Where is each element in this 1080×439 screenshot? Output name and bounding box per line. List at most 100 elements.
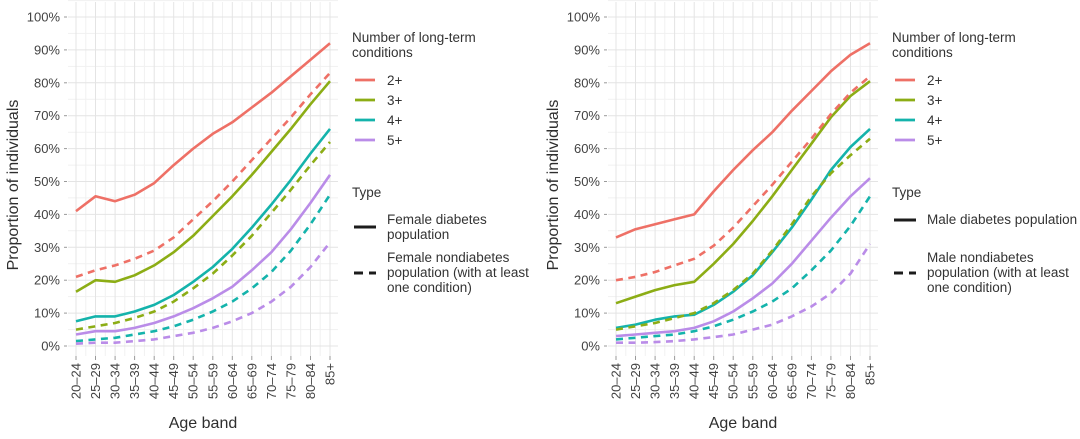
line-3plus-male-diabetes [615,80,871,305]
line-4plus-female-nondiabetes [75,193,332,343]
legend-item-label: Female diabetes population [387,212,487,242]
legend-type-title: Type [892,185,922,200]
y-tick-label: 30% [574,240,600,255]
x-tick-label: 40–44 [687,363,702,399]
y-tick-label: 100% [27,10,61,25]
line-3plus-male-nondiabetes [615,137,871,331]
legend-item-4plus: 4+ [352,110,402,130]
x-tick-label: 85+ [323,363,338,385]
x-tick-label: 80–84 [303,363,318,399]
y-tick-label: 80% [574,75,600,90]
4plus-line-swatch-icon [355,118,375,122]
x-tick-label: 50–54 [726,363,741,399]
x-tick-label: 35–39 [127,363,142,399]
male-legend: Number of long-term conditions 2+ 3+ 4+ [890,0,1078,439]
2plus-line-swatch-icon [355,78,375,82]
male-x-axis-title: Age band [708,415,778,432]
x-tick-label: 65–69 [784,363,799,399]
x-tick-label: 35–39 [667,363,682,399]
x-tick-label: 45–49 [706,363,721,399]
legend-item-label: Female nondiabetes population (with at l… [387,250,529,295]
dashed-line-key-icon [354,271,376,274]
line-5plus-male-nondiabetes [616,243,872,345]
y-tick-label: 40% [574,207,600,222]
y-tick-label: 0% [41,339,60,354]
x-tick-label: 40–44 [147,363,162,399]
y-tick-label: 10% [574,306,600,321]
y-tick-label: 50% [574,174,600,189]
legend-item-male-diabetes: Male diabetes population [892,212,1080,227]
legend-item-label: 5+ [387,132,403,148]
line-3plus-female-nondiabetes [75,141,331,331]
dashed-line-key-icon [894,271,916,274]
female-chart-plot: 0% 10% 20% 30% 40% 50% 60% 70% 80% 90% 100% 20–24 25… [27,0,338,399]
5plus-line-swatch-icon [895,138,915,142]
line-5plus-male-diabetes [615,177,871,338]
x-tick-label: 80–84 [843,363,858,399]
legend-item-label: 2+ [927,72,943,88]
x-tick-label: 30–34 [648,363,663,399]
3plus-line-swatch-icon [895,98,915,102]
y-tick-label: 70% [34,108,60,123]
female-y-axis-title: Proportion of individuals [5,99,22,271]
4plus-line-swatch-icon [895,118,915,122]
legend-item-2plus: 2+ [352,70,402,90]
legend-type-title: Type [352,185,382,200]
legend-item-5plus: 5+ [352,130,402,150]
legend-item-label: 5+ [927,132,943,148]
x-tick-label: 65–69 [244,363,259,399]
y-tick-label: 90% [34,42,60,57]
y-tick-label: 60% [574,141,600,156]
y-tick-label: 40% [34,207,60,222]
legend-item-4plus: 4+ [892,110,942,130]
legend-item-female-diabetes: Female diabetes population [352,212,545,242]
line-5plus-female-diabetes [75,174,332,336]
legend-item-label: Male diabetes population [927,212,1078,227]
y-tick-label: 20% [34,273,60,288]
line-2plus-female-nondiabetes [75,72,331,279]
x-tick-label: 50–54 [186,363,201,399]
y-tick-label: 60% [34,141,60,156]
line-4plus-male-nondiabetes [615,195,872,341]
legend-item-label: 2+ [387,72,403,88]
female-panel: 0% 10% 20% 30% 40% 50% 60% 70% 80% 90% 100% 20–24 25… [5,0,538,439]
female-x-axis-title: Age band [168,415,238,432]
y-tick-label: 20% [574,273,600,288]
line-2plus-male-nondiabetes [615,75,871,282]
male-panel: 0% 10% 20% 30% 40% 50% 60% 70% 80% 90% 100% 20–24 25… [540,0,1080,439]
legend-item-female-nondiabetes: Female nondiabetes population (with at l… [352,250,545,295]
legend-item-5plus: 5+ [892,130,942,150]
legend-item-label: Male nondiabetes population (with at lea… [927,250,1069,295]
y-tick-label: 70% [574,108,600,123]
male-y-axis-title: Proportion of individuals [545,99,562,271]
line-4plus-male-diabetes [615,127,871,330]
legend-item-male-nondiabetes: Male nondiabetes population (with at lea… [892,250,1080,295]
y-tick-label: 80% [34,75,60,90]
line-3plus-female-diabetes [75,80,331,293]
x-tick-label: 60–64 [765,363,780,399]
y-tick-label: 90% [574,42,600,57]
legend-conditions-title: Number of long-term conditions [352,30,476,60]
y-tick-label: 0% [581,339,600,354]
x-tick-label: 25–29 [88,363,103,399]
x-tick-label: 75–79 [283,363,298,399]
x-tick-label: 25–29 [628,363,643,399]
x-tick-label: 55–59 [205,363,220,399]
female-legend: Number of long-term conditions 2+ 3+ 4+ [350,0,538,439]
male-chart-plot: 0% 10% 20% 30% 40% 50% 60% 70% 80% 90% 100% 20–24 25… [567,0,878,399]
legend-item-label: 4+ [927,112,943,128]
2plus-line-swatch-icon [895,78,915,82]
3plus-line-swatch-icon [355,98,375,102]
x-tick-label: 45–49 [166,363,181,399]
x-tick-label: 20–24 [609,363,624,399]
y-tick-label: 50% [34,174,60,189]
x-tick-label: 20–24 [69,363,84,399]
line-4plus-female-diabetes [75,128,332,323]
legend-item-label: 3+ [387,92,403,108]
legend-item-3plus: 3+ [892,90,942,110]
x-tick-label: 70–74 [804,363,819,399]
legend-conditions-title: Number of long-term conditions [892,30,1016,60]
x-tick-label: 85+ [863,363,878,385]
solid-line-key-icon [354,225,376,229]
